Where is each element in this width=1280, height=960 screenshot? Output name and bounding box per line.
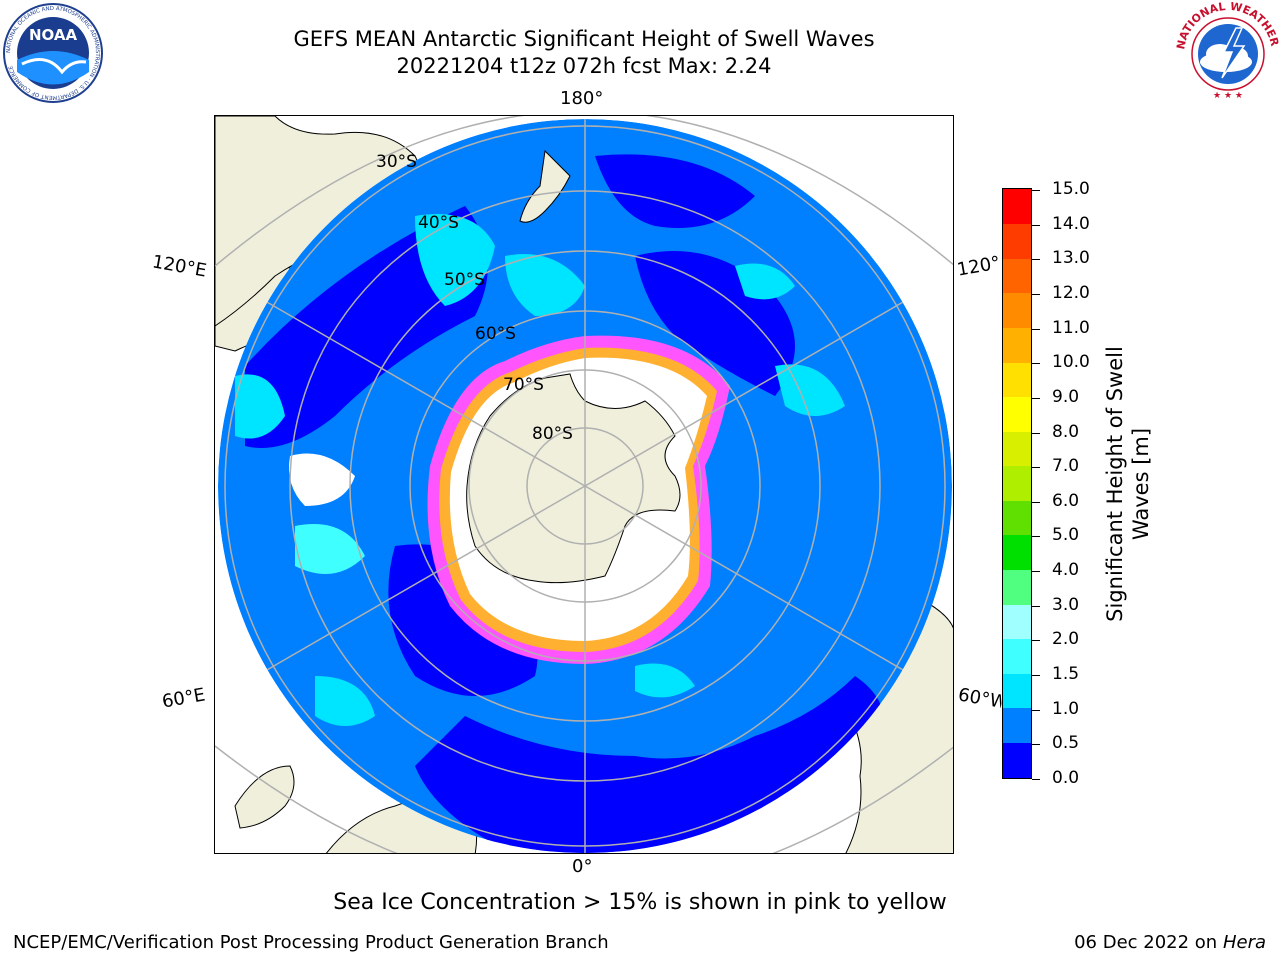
lon-label-120w: 120°W — [955, 252, 1003, 281]
lat-label-80s: 80°S — [532, 424, 573, 444]
colorbar-tick-label: 15.0 — [1052, 179, 1090, 199]
colorbar-tick-label: 7.0 — [1052, 456, 1080, 477]
colorbar-segment — [1003, 707, 1031, 743]
colorbar-segment — [1003, 396, 1031, 432]
colorbar-tick — [1032, 709, 1040, 711]
colorbar-segment — [1003, 327, 1031, 363]
colorbar-segment — [1003, 673, 1031, 709]
colorbar-tick — [1032, 675, 1040, 677]
colorbar-segment — [1003, 431, 1031, 467]
polar-map — [215, 116, 953, 853]
swell-high-zone — [635, 663, 695, 698]
land-new-zealand — [519, 149, 571, 223]
footer-host: Hera — [1222, 932, 1266, 953]
colorbar-tick — [1032, 432, 1040, 434]
swell-high-zone — [415, 214, 495, 306]
footer-date: 06 Dec 2022 on Hera — [1074, 932, 1266, 953]
colorbar-tick-label: 4.0 — [1052, 560, 1080, 581]
colorbar-tick — [1032, 779, 1040, 780]
lon-label-60w: 60°W — [956, 684, 1004, 713]
lat-label-70s: 70°S — [503, 375, 544, 395]
swell-high-zone — [775, 364, 845, 416]
colorbar-tick-label: 1.0 — [1052, 698, 1080, 719]
colorbar-tick-label: 10.0 — [1052, 352, 1090, 373]
colorbar-tick-label: 3.0 — [1052, 594, 1080, 615]
colorbar-segment — [1003, 534, 1031, 571]
colorbar-tick-label: 5.0 — [1052, 525, 1080, 546]
swell-high-zone — [315, 676, 375, 726]
swell-high-zone — [505, 254, 585, 316]
colorbar-segment — [1003, 361, 1031, 398]
colorbar-segment — [1003, 638, 1031, 674]
colorbar-segment — [1003, 500, 1031, 536]
nws-logo: NATIONAL WEATHER SERVICE ★ ★ ★ — [1176, 2, 1280, 104]
swell-low-zone — [595, 154, 755, 228]
lon-label-60e: 60°E — [160, 684, 207, 713]
data-gap — [289, 453, 355, 506]
lat-label-30s: 30°S — [376, 152, 417, 172]
colorbar-tick-label: 12.0 — [1052, 282, 1090, 303]
colorbar-tick-label: 8.0 — [1052, 421, 1080, 442]
lat-label-40s: 40°S — [418, 213, 459, 233]
colorbar-tick-label: 2.0 — [1052, 629, 1080, 650]
colorbar-tick — [1032, 363, 1040, 365]
colorbar-tick-label: 0.0 — [1052, 768, 1080, 788]
lat-label-50s: 50°S — [444, 270, 485, 290]
sea-ice-note: Sea Ice Concentration > 15% is shown in … — [333, 890, 947, 915]
colorbar-tick-label: 0.5 — [1052, 733, 1080, 754]
colorbar-tick — [1032, 744, 1040, 746]
colorbar-tick-label: 13.0 — [1052, 248, 1090, 269]
colorbar-tick — [1032, 293, 1040, 295]
colorbar-tick-label: 6.0 — [1052, 490, 1080, 511]
colorbar-segment — [1003, 258, 1031, 294]
land-madagascar — [234, 765, 295, 829]
colorbar-tick-label: 14.0 — [1052, 213, 1090, 234]
colorbar-tick — [1032, 605, 1040, 607]
colorbar-tick-label: 9.0 — [1052, 386, 1080, 407]
colorbar-tick — [1032, 501, 1040, 503]
colorbar-tick — [1032, 536, 1040, 538]
colorbar-segment — [1003, 569, 1031, 605]
colorbar-segment — [1003, 604, 1031, 640]
lon-label-0: 0° — [572, 856, 593, 877]
colorbar-tick — [1032, 190, 1040, 191]
swell-high-zone — [295, 524, 365, 574]
noaa-logo-text: NOAA — [29, 26, 78, 44]
footer-date-text: 06 Dec 2022 on — [1074, 932, 1218, 953]
colorbar-tick — [1032, 328, 1040, 330]
land-antarctica — [466, 373, 681, 584]
colorbar-tick-label: 1.5 — [1052, 664, 1080, 685]
colorbar-segment — [1003, 189, 1031, 225]
colorbar-segment — [1003, 223, 1031, 259]
map-panel — [214, 115, 954, 854]
colorbar — [1002, 188, 1032, 779]
colorbar-tick — [1032, 259, 1040, 261]
svg-text:★ ★ ★: ★ ★ ★ — [1213, 91, 1243, 101]
noaa-logo: NOAA NATIONAL OCEANIC AND ATMOSPHERIC AD… — [3, 3, 103, 103]
graticule — [218, 119, 952, 853]
colorbar-tick — [1032, 467, 1040, 469]
footer-credit: NCEP/EMC/Verification Post Processing Pr… — [13, 932, 609, 953]
colorbar-segment — [1003, 292, 1031, 328]
chart-subtitle: 20221204 t12z 072h fcst Max: 2.24 — [396, 54, 772, 78]
chart-title: GEFS MEAN Antarctic Significant Height o… — [293, 27, 875, 51]
colorbar-tick — [1032, 640, 1040, 642]
colorbar-title: Significant Height of Swell Waves [m] — [1103, 346, 1153, 622]
swell-high-zone — [735, 263, 795, 300]
lon-label-180: 180° — [560, 88, 604, 109]
colorbar-tick — [1032, 571, 1040, 573]
colorbar-segment — [1003, 742, 1031, 778]
colorbar-tick — [1032, 397, 1040, 399]
colorbar-tick-label: 11.0 — [1052, 317, 1090, 338]
lat-label-60s: 60°S — [475, 324, 516, 344]
swell-high-zone — [235, 374, 285, 439]
colorbar-tick — [1032, 224, 1040, 226]
lon-label-120e: 120°E — [150, 251, 209, 282]
colorbar-segment — [1003, 465, 1031, 501]
